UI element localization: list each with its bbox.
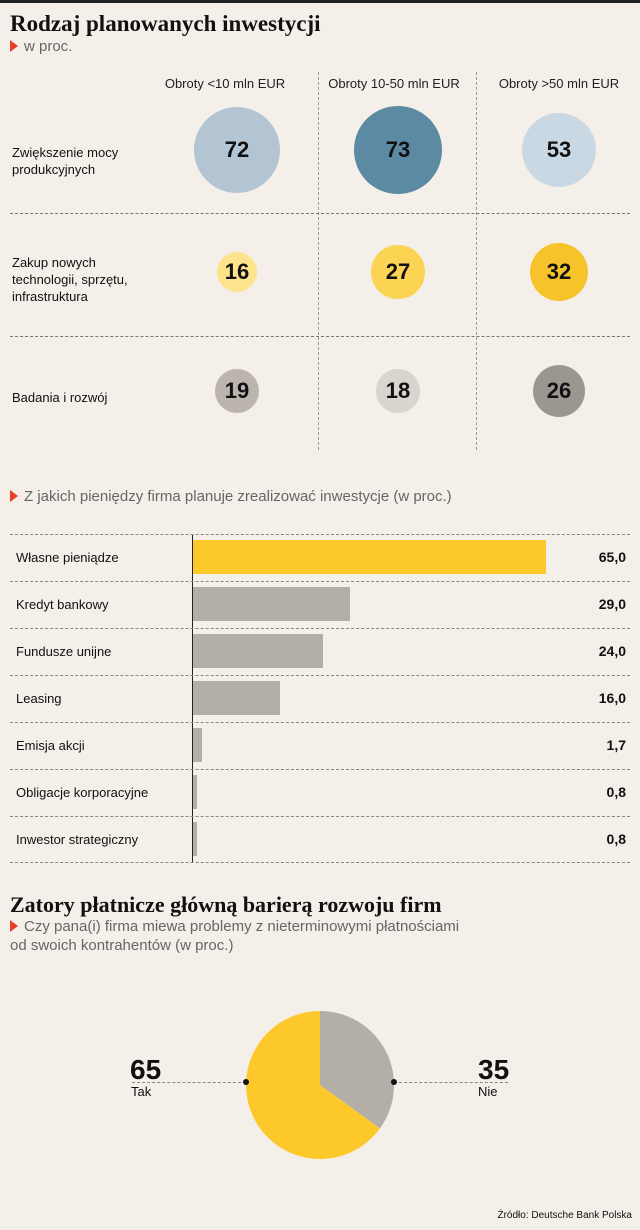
- bar-row-divider: [10, 534, 630, 535]
- bar: [193, 822, 198, 856]
- bar-row-divider: [10, 675, 630, 676]
- section3-subtitle-text: Czy pana(i) firma miewa problemy z niete…: [24, 918, 460, 935]
- source-note: Źródło: Deutsche Bank Polska: [497, 1210, 632, 1221]
- triangle-marker-icon: [10, 40, 18, 52]
- pie-value-tak: 65: [130, 1054, 162, 1085]
- bar-row-divider: [10, 769, 630, 770]
- column-divider: [318, 72, 319, 450]
- pie-leader-dot: [391, 1079, 397, 1085]
- section1-title: Rodzaj planowanych inwestycji: [10, 11, 321, 36]
- pie-label-tak: Tak: [131, 1084, 152, 1099]
- bar-row-divider: [10, 722, 630, 723]
- bar-label: Inwestor strategiczny: [16, 832, 139, 847]
- bar: [193, 634, 324, 668]
- section3-subtitle-line1: Czy pana(i) firma miewa problemy z niete…: [10, 918, 459, 936]
- triangle-marker-icon: [10, 920, 18, 932]
- top-rule: [0, 0, 640, 3]
- bar: [193, 728, 203, 762]
- bar-label: Fundusze unijne: [16, 644, 112, 659]
- pie-value-nie: 35: [478, 1054, 510, 1085]
- bar: [193, 775, 198, 809]
- column-divider: [476, 72, 477, 450]
- bar: [193, 681, 280, 715]
- pie-label-nie: Nie: [478, 1084, 498, 1099]
- row-label-capacity: Zwiększenie mocy produkcyjnych: [12, 145, 119, 177]
- bubble-value: 27: [371, 245, 425, 299]
- bar-label: Leasing: [16, 691, 62, 706]
- bar-value: 1,7: [606, 737, 626, 753]
- section3-subtitle-line2: od swoich kontrahentów (w proc.): [10, 937, 234, 954]
- section2-subtitle-text: Z jakich pieniędzy firma planuje zrealiz…: [24, 488, 452, 505]
- bar-label: Własne pieniądze: [16, 550, 119, 565]
- column-header-large: Obroty >50 mln EUR: [498, 76, 620, 91]
- column-header-small: Obroty <10 mln EUR: [164, 76, 286, 91]
- bar-label: Obligacje korporacyjne: [16, 785, 149, 800]
- bubble-value: 16: [216, 251, 258, 293]
- bubble-value: 32: [530, 243, 588, 301]
- section1-subtitle-text: w proc.: [24, 38, 73, 55]
- bar-row-divider: [10, 581, 630, 582]
- bar-label: Kredyt bankowy: [16, 597, 109, 612]
- bar-label: Emisja akcji: [16, 738, 85, 753]
- row-divider: [10, 213, 630, 214]
- pie-leader-dot: [243, 1079, 249, 1085]
- bubble-value: 26: [532, 364, 586, 418]
- row-label-research: Badania i rozwój: [12, 390, 108, 405]
- bar-value: 65,0: [598, 549, 626, 565]
- payment-delays-pie: [246, 1011, 395, 1159]
- bar-value: 16,0: [598, 690, 626, 706]
- bar-value: 29,0: [598, 596, 626, 612]
- section2-subtitle: Z jakich pieniędzy firma planuje zrealiz…: [10, 488, 452, 506]
- bubble-value: 53: [521, 112, 597, 188]
- bar-row-divider: [10, 862, 630, 863]
- bar-value: 0,8: [606, 784, 626, 800]
- section3-title: Zatory płatnicze główną barierą rozwoju …: [10, 892, 442, 917]
- pie-leader-left: [132, 1082, 246, 1083]
- section1-subtitle: w proc.: [10, 38, 72, 56]
- bubble-value: 72: [193, 106, 281, 194]
- column-header-medium: Obroty 10-50 mln EUR: [328, 76, 460, 91]
- bar: [193, 540, 546, 574]
- pie-leader-right: [394, 1082, 508, 1083]
- bubble-value: 19: [214, 368, 260, 414]
- bar-row-divider: [10, 816, 630, 817]
- row-label-technology: Zakup nowych technologii, sprzętu, infra…: [12, 255, 128, 304]
- bubble-value: 18: [376, 369, 420, 413]
- bar-value: 0,8: [606, 831, 626, 847]
- pie-slice-tak: [246, 1011, 380, 1159]
- triangle-marker-icon: [10, 490, 18, 502]
- row-divider: [10, 336, 630, 337]
- bar-axis: [192, 534, 193, 862]
- bubble-value: 73: [354, 106, 442, 194]
- bar-row-divider: [10, 628, 630, 629]
- bar: [193, 587, 351, 621]
- bar-value: 24,0: [598, 643, 626, 659]
- pie-slice-nie: [320, 1011, 395, 1129]
